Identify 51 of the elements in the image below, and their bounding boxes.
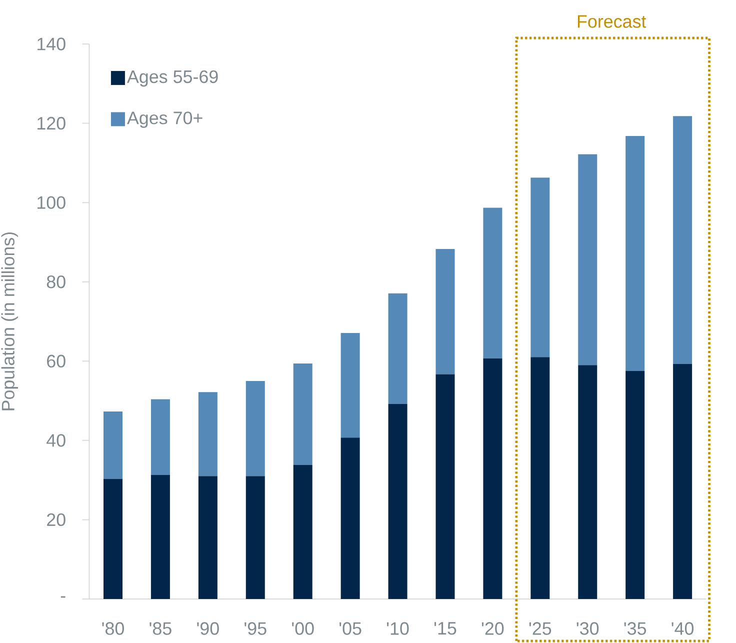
bar xyxy=(388,293,408,404)
bar xyxy=(530,357,550,599)
bar xyxy=(340,332,360,438)
x-tick-label: '95 xyxy=(244,622,266,635)
bar xyxy=(483,358,502,599)
bar xyxy=(198,392,218,476)
x-tick-label: '15 xyxy=(434,622,456,635)
legend-label: Ages 70+ xyxy=(126,112,202,128)
bar xyxy=(673,116,692,364)
legend-label: Ages 55-69 xyxy=(126,70,218,87)
x-tick-label: '85 xyxy=(150,622,172,635)
y-tick-label: 120 xyxy=(38,116,66,130)
y-tick-label: 140 xyxy=(38,38,66,50)
bar xyxy=(436,248,455,374)
x-tick-label: '40 xyxy=(672,622,694,635)
x-tick-label: '10 xyxy=(386,622,409,635)
x-tick-label: '05 xyxy=(340,622,362,635)
bar xyxy=(436,374,455,599)
x-tick-label: '35 xyxy=(624,622,646,635)
text: Forecast xyxy=(578,15,646,28)
x-tick-label: '20 xyxy=(482,622,504,635)
x-tick-label: '30 xyxy=(576,622,599,635)
x-tick-label: '00 xyxy=(292,622,314,635)
bar xyxy=(293,465,312,599)
bar xyxy=(246,476,265,599)
y-tick-label: 100 xyxy=(38,196,66,209)
bar xyxy=(150,399,170,475)
bar xyxy=(104,411,122,479)
bar xyxy=(673,364,692,599)
y-tick-label: 20 xyxy=(47,513,66,526)
x-tick-label: '90 xyxy=(197,622,219,635)
bar xyxy=(104,478,122,599)
y-tick-label: - xyxy=(60,596,66,598)
bar xyxy=(246,380,265,476)
bar xyxy=(578,154,598,366)
bar xyxy=(483,208,502,358)
bar xyxy=(578,365,598,599)
y-axis-title: Population (in millions) xyxy=(1,232,18,410)
y-tick-label: 40 xyxy=(46,434,66,447)
bar xyxy=(626,371,645,599)
x-tick-label: '25 xyxy=(529,622,552,635)
bar xyxy=(293,364,312,466)
bar xyxy=(388,404,408,599)
bar xyxy=(340,438,360,599)
bar xyxy=(530,178,550,358)
bar xyxy=(150,474,170,599)
y-tick-label: 60 xyxy=(47,354,66,368)
bar xyxy=(198,476,218,599)
y-tick-label: 80 xyxy=(46,275,66,288)
x-tick-label: '80 xyxy=(102,622,124,635)
bar xyxy=(626,136,645,372)
